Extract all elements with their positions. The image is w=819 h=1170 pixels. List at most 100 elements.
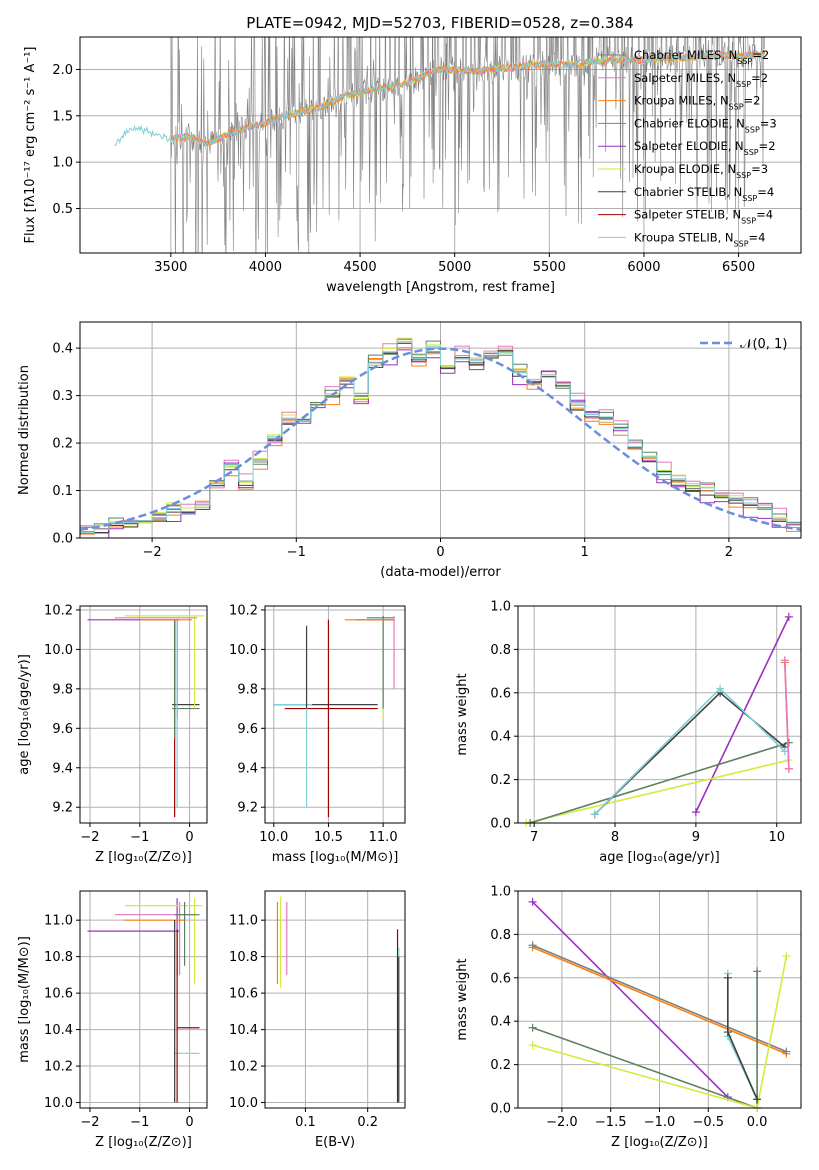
series-line	[529, 741, 790, 824]
x-tick-label: 4000	[249, 260, 282, 275]
series-point	[782, 1047, 791, 1056]
spectrum-lines	[113, 37, 766, 253]
series-point	[784, 764, 793, 773]
x-tick-label: 11.0	[369, 830, 398, 845]
y-tick-label: 0.0	[52, 532, 73, 547]
x-tick-label: −1	[287, 545, 306, 560]
x-tick-label: 0	[436, 545, 444, 560]
series-point	[528, 1023, 537, 1032]
y-tick-label: 0.2	[490, 773, 511, 788]
x-tick-label: 10.0	[259, 830, 288, 845]
y-axis-label: age [log₁₀(age/yr)]	[17, 654, 32, 775]
y-tick-label: 0.3	[52, 389, 73, 404]
x-axis-label: wavelength [Angstrom, rest frame]	[326, 280, 555, 295]
y-tick-label: 0.2	[52, 437, 73, 452]
legend-entry: Kroupa ELODIE, NSSP=3	[634, 162, 768, 180]
y-tick-label: 10.0	[44, 643, 73, 658]
y-axis-label: Normed distribution	[17, 365, 32, 495]
x-tick-label: −2	[80, 1115, 99, 1130]
y-tick-label: 11.0	[44, 914, 73, 929]
legend-subscript: SSP	[745, 125, 760, 134]
y-tick-label: 10.2	[44, 603, 73, 618]
normal-curve	[79, 347, 802, 531]
y-axis-label: Flux [fλ10⁻¹⁷ erg cm⁻² s⁻¹ A⁻¹]	[23, 47, 38, 244]
series-line	[784, 660, 790, 769]
x-tick-label: −1	[130, 1115, 149, 1130]
y-tick-label: 9.4	[52, 761, 73, 776]
x-axis-label: mass [log₁₀(M/M⊙)]	[272, 850, 399, 865]
mass-z-panel: −2 −1 0 10.0 10.2 10.4 10.6 10.8 11.0 Z [log₁₀(Z/…	[17, 890, 208, 1150]
y-tick-label: 0.5	[52, 202, 73, 217]
weight-z-panel-grid	[518, 890, 801, 1109]
y-tick-label: 9.6	[237, 722, 258, 737]
legend-count: =4	[749, 230, 766, 244]
y-tick-label: 0.6	[490, 686, 511, 701]
series-point	[528, 941, 537, 950]
y-tick-label: 10.4	[44, 1023, 73, 1038]
series-line	[594, 687, 786, 815]
legend-subscript: SSP	[736, 79, 751, 88]
mass-ebv-panel-plot-area	[276, 896, 400, 1103]
figure-title: PLATE=0942, MJD=52703, FIBERID=0528, z=0…	[246, 14, 633, 32]
x-axis-label: E(B-V)	[315, 1135, 355, 1150]
legend-count: =3	[760, 116, 777, 130]
age-z-panel-plot-area	[87, 615, 205, 818]
y-tick-label: 10.8	[229, 950, 258, 965]
mass-ebv-panel-frame	[264, 890, 406, 1109]
x-tick-label: 8	[611, 830, 619, 845]
series-point	[528, 897, 537, 906]
y-tick-label: 0.4	[490, 1015, 511, 1030]
spectrum-panel-frame	[79, 36, 802, 254]
mass-ebv-panel-grid	[265, 891, 405, 1108]
y-tick-label: 10.6	[229, 987, 258, 1002]
y-tick-label: 10.4	[229, 1023, 258, 1038]
x-tick-label: −2	[80, 830, 99, 845]
residual-panel-frame	[79, 321, 802, 539]
x-tick-label: 0.1	[295, 1115, 316, 1130]
weight-age-panel-frame	[517, 605, 802, 824]
legend-subscript: SSP	[744, 148, 759, 157]
x-tick-label: 9	[692, 830, 700, 845]
y-tick-label: 0.0	[490, 1102, 511, 1117]
y-axis-label: mass weight	[455, 673, 470, 755]
x-tick-label: −0.5	[693, 1115, 725, 1130]
x-tick-label: 10	[768, 830, 785, 845]
model-spectrum-line	[170, 50, 766, 147]
y-tick-label: 1.0	[490, 885, 511, 900]
x-tick-label: 6000	[627, 260, 660, 275]
y-tick-label: 11.0	[229, 914, 258, 929]
y-tick-label: 0.0	[490, 817, 511, 832]
series-point	[528, 1041, 537, 1050]
model-spectrum-line	[113, 51, 766, 148]
y-tick-label: 9.2	[52, 801, 73, 816]
mass-z-panel-frame	[79, 890, 208, 1109]
series-point	[723, 1028, 732, 1037]
age-z-panel: −2 −1 0 9.2 9.4 9.6 9.8 10.0 10.2 Z [log₁₀(Z/Z⊙)]…	[17, 603, 208, 865]
y-tick-label: 0.8	[490, 928, 511, 943]
y-tick-label: 10.2	[229, 1060, 258, 1075]
spectrum-panel: 3500 4000 4500 5000 5500 6000 6500 0.5 1.0 1.5 2.0…	[23, 36, 802, 295]
legend-subscript: SSP	[741, 216, 756, 225]
legend-entry: Chabrier MILES, NSSP=2	[634, 48, 769, 66]
y-tick-label: 9.2	[237, 801, 258, 816]
legend-entry: Salpeter ELODIE, NSSP=2	[634, 139, 776, 157]
series-point	[716, 684, 725, 693]
legend-entry: Chabrier ELODIE, NSSP=3	[634, 116, 777, 133]
legend-count: =2	[759, 139, 776, 153]
weight-age-panel-plot-area	[522, 612, 793, 827]
legend-subscript: SSP	[737, 57, 752, 66]
spectrum-panel-plot-area	[113, 37, 766, 253]
mass-ebv-panel: 0.1 0.2 10.0 10.2 10.4 10.6 10.8 11.0 E(B-V)	[229, 890, 406, 1150]
y-tick-label: 9.4	[237, 761, 258, 776]
x-tick-label: −1.5	[595, 1115, 627, 1130]
y-tick-label: 1.0	[52, 156, 73, 171]
x-tick-label: 7	[530, 830, 538, 845]
y-tick-label: 0.2	[490, 1058, 511, 1073]
x-axis-label: (data-model)/error	[380, 565, 501, 580]
residual-panel-plot-area	[79, 337, 802, 539]
series-point	[753, 1095, 762, 1104]
y-tick-label: 1.5	[52, 109, 73, 124]
y-tick-label: 0.4	[52, 342, 73, 357]
series-point	[590, 810, 599, 819]
spectrum-data	[170, 37, 765, 253]
